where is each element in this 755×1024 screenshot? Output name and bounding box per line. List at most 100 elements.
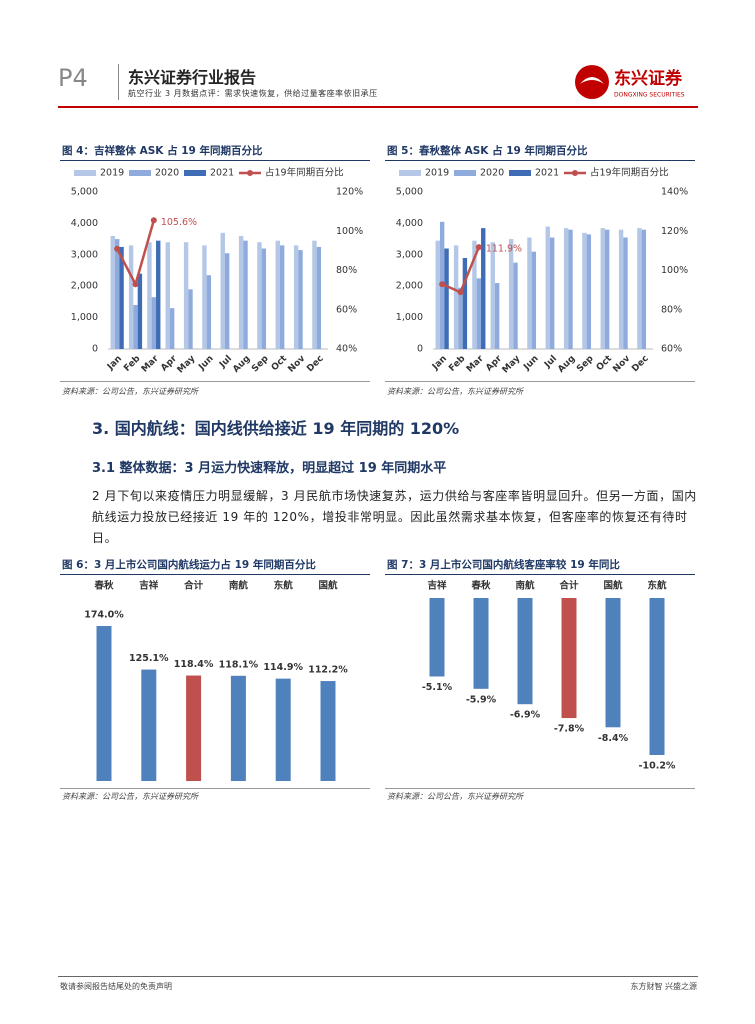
- bar: [261, 248, 267, 349]
- y2-tick-label: 120%: [336, 187, 363, 198]
- logo-mark: [575, 65, 609, 99]
- legend-label: 2019: [425, 168, 449, 179]
- footer-rule: [58, 976, 698, 977]
- footer-left: 敬请参阅报告结尾处的免责声明: [60, 982, 172, 991]
- data-label: -7.8%: [554, 724, 585, 735]
- y2-tick-label: 40%: [336, 344, 357, 355]
- logo-text: 东兴证券: [614, 68, 683, 89]
- bar: [110, 235, 115, 349]
- bar: [202, 245, 207, 349]
- data-label: -8.4%: [598, 733, 629, 744]
- y2-tick-label: 100%: [336, 226, 363, 237]
- line-point: [457, 289, 464, 296]
- subtitle: 航空行业 3 月数据点评：需求快速恢复，供给过量客座率依旧承压: [128, 89, 378, 98]
- legend-label: 2021: [535, 168, 559, 179]
- bar: [206, 275, 212, 349]
- legend-swatch: [572, 170, 578, 176]
- bar: [151, 297, 157, 349]
- y2-tick-label: 60%: [336, 304, 357, 315]
- source: 资料来源：公司公告，东兴证券研究所: [62, 792, 198, 801]
- bar: [641, 229, 647, 349]
- bar: [527, 237, 532, 349]
- data-label: 112.2%: [308, 665, 348, 676]
- brand: 东兴证券行业报告: [128, 68, 257, 87]
- y-tick-label: 5,000: [396, 187, 423, 198]
- x-tick-label: Aug: [556, 354, 577, 375]
- data-label: 118.4%: [174, 659, 214, 670]
- line-point: [439, 281, 446, 288]
- category-label: 春秋: [470, 580, 491, 592]
- legend-swatch: [184, 170, 206, 176]
- bar: [531, 251, 537, 349]
- y2-tick-label: 140%: [661, 187, 688, 198]
- bar: [618, 229, 624, 349]
- divider: [118, 64, 119, 100]
- bar: [435, 240, 440, 349]
- source: 资料来源：公司公告，东兴证券研究所: [62, 387, 198, 396]
- y-tick-label: 3,000: [71, 249, 98, 260]
- chart: 春秋 174.0% 吉祥 125.1% 合计 118.4% 南航 118.1% 东航 114.9%…: [84, 580, 348, 781]
- data-label: 118.1%: [219, 659, 259, 670]
- x-tick-label: Aug: [231, 354, 252, 375]
- bar: [476, 278, 482, 349]
- bar: [275, 678, 291, 781]
- legend-label: 2020: [480, 168, 504, 179]
- bar: [458, 287, 463, 349]
- chart: 0 1,000 2,000 3,000 4,000 5,000 40% 60% 80% 100% 1…: [71, 167, 363, 376]
- x-tick-label: Jun: [522, 354, 541, 373]
- data-label: -6.9%: [510, 710, 541, 721]
- bar: [188, 289, 193, 349]
- bar: [568, 229, 573, 349]
- line-point: [475, 244, 482, 251]
- bar: [472, 240, 477, 349]
- x-tick-label: Sep: [250, 353, 271, 374]
- bar: [119, 246, 124, 349]
- bar: [586, 234, 592, 349]
- bar: [147, 242, 152, 349]
- paragraph: 2 月下旬以来疫情压力明显缓解，3 月民航市场快速复苏，运力供给与客座率皆明显回…: [92, 489, 697, 545]
- x-tick-label: Jun: [197, 354, 216, 373]
- legend-swatch: [247, 170, 253, 176]
- y-tick-label: 1,000: [71, 312, 98, 323]
- bar: [186, 675, 202, 781]
- footer-right: 东方财智 兴盛之源: [630, 982, 697, 991]
- source-rule: [385, 788, 695, 789]
- legend-label: 2020: [155, 168, 179, 179]
- bar: [243, 240, 248, 349]
- bar: [623, 237, 628, 349]
- legend-swatch: [129, 170, 151, 176]
- logo: 东兴证券 DONGXING SECURITIES: [575, 65, 685, 99]
- bar: [490, 242, 495, 349]
- bar: [312, 240, 317, 349]
- header-rule: [58, 106, 698, 108]
- figure-caption: 图 6：3 月上市公司国内航线运力占 19 年同期百分比: [62, 559, 316, 571]
- y-tick-label: 2,000: [396, 281, 423, 292]
- data-label: -5.9%: [466, 694, 497, 705]
- bar: [508, 239, 514, 349]
- bar: [224, 253, 230, 349]
- bar: [293, 245, 299, 349]
- bar: [114, 239, 120, 349]
- logo-swoosh: [580, 77, 604, 84]
- category-label: 东航: [274, 580, 294, 592]
- x-tick-label: Nov: [611, 354, 632, 375]
- chart: 吉祥 -5.1% 春秋 -5.9% 南航 -6.9% 合计 -7.8% 国航 -8.4% 东航 -10…: [422, 580, 676, 772]
- bar: [230, 675, 246, 781]
- data-label: -5.1%: [422, 682, 453, 693]
- bar: [517, 598, 533, 705]
- y2-tick-label: 120%: [661, 226, 688, 237]
- bar: [141, 669, 157, 781]
- bar: [298, 250, 303, 349]
- line-point: [150, 217, 157, 224]
- bar: [561, 598, 577, 719]
- data-label: 111.9%: [486, 244, 522, 255]
- x-tick-label: Apr: [159, 353, 179, 373]
- figure-caption: 图 7：3 月上市公司国内航线客座率较 19 年同比: [387, 559, 620, 571]
- page-number: P4: [58, 64, 88, 92]
- category-label: 合计: [184, 580, 204, 592]
- caption-rule: [385, 574, 695, 575]
- legend-swatch: [399, 170, 421, 176]
- bar: [96, 626, 112, 781]
- bar: [169, 308, 175, 349]
